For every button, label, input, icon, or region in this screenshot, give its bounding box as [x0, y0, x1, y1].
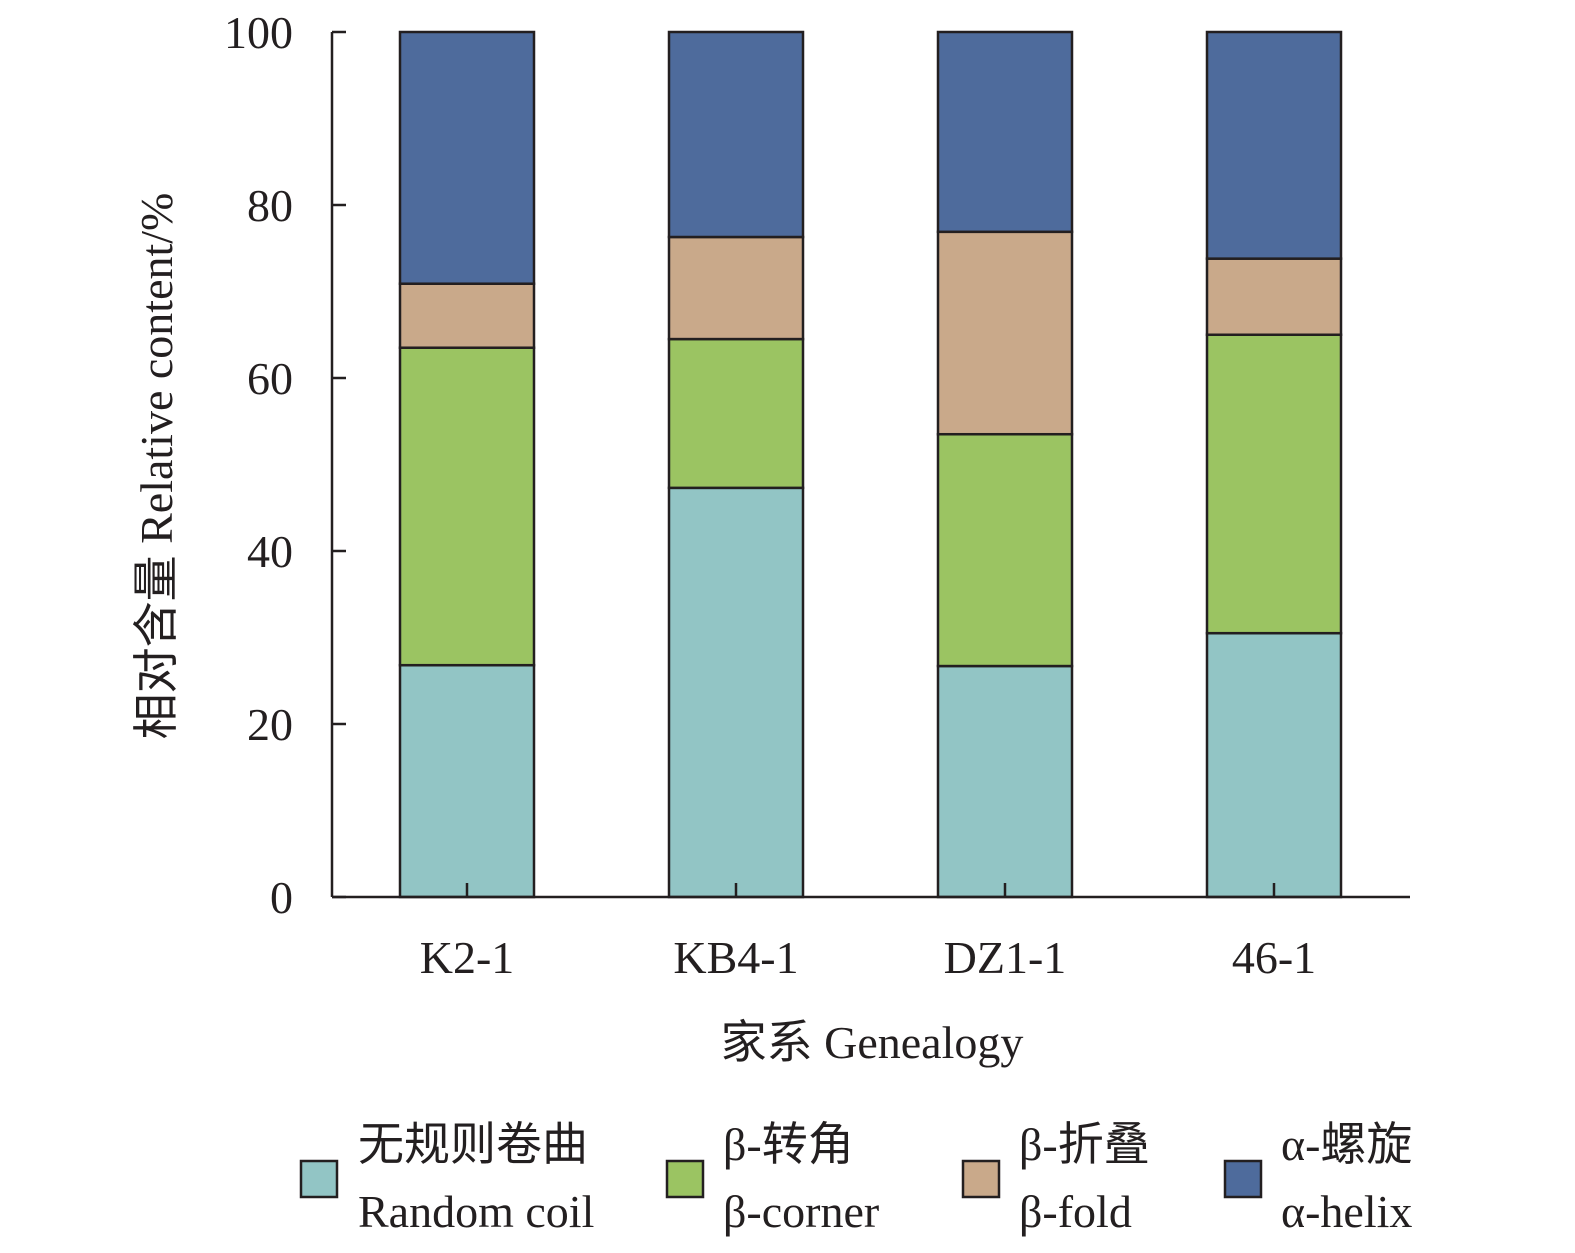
bar-segment-KB4-1-1 [667, 486, 805, 899]
bar-segment-46-1-2 [1205, 333, 1343, 635]
y-tick-labels: 0 20 40 60 80 100 [224, 7, 293, 923]
bar-segment-KB4-1-4 [667, 30, 805, 239]
legend-label-cn-3: β-折叠 [1019, 1119, 1150, 1170]
x-tick-label: KB4-1 [673, 932, 798, 983]
bar-segment-K2-1-4 [398, 30, 536, 285]
bars-layer [398, 30, 1343, 899]
bar-segment-46-1-3 [1205, 257, 1343, 337]
bar-segment-DZ1-1-4 [936, 30, 1074, 234]
axes-layer [330, 30, 1410, 899]
legend-label-en-3: β-fold [1019, 1186, 1132, 1237]
legend-swatch-4 [1223, 1159, 1263, 1199]
x-axis-title: 家系 Genealogy [721, 1017, 1024, 1068]
legend-label-en-1: Random coil [358, 1186, 594, 1237]
legend-label-cn-2: β-转角 [723, 1119, 854, 1170]
bar-segment-DZ1-1-1 [936, 664, 1074, 899]
legend-swatch-2 [665, 1159, 705, 1199]
legend-swatch-1 [299, 1159, 339, 1199]
bar-segment-46-1-1 [1205, 631, 1343, 899]
bar-segment-K2-1-1 [398, 663, 536, 899]
y-tick-label: 20 [247, 699, 293, 750]
legend-label-en-4: α-helix [1281, 1186, 1412, 1237]
bar-segment-K2-1-2 [398, 346, 536, 667]
x-tick-label: K2-1 [420, 932, 515, 983]
bar-segment-KB4-1-2 [667, 337, 805, 490]
y-tick-label: 100 [224, 7, 293, 58]
y-tick-label: 60 [247, 353, 293, 404]
y-tick-label: 80 [247, 180, 293, 231]
x-tick-label: 46-1 [1232, 932, 1316, 983]
legend: 无规则卷曲 Random coil β-转角 β-corner β-折叠 β-fold α-… [299, 1119, 1412, 1237]
y-tick-label: 0 [270, 872, 293, 923]
x-tick-label: DZ1-1 [944, 932, 1067, 983]
bar-segment-46-1-4 [1205, 30, 1343, 260]
y-axis-title: 相对含量 Relative content/% [131, 193, 182, 740]
bar-segment-K2-1-3 [398, 282, 536, 349]
legend-label-cn-4: α-螺旋 [1281, 1119, 1412, 1170]
legend-swatch-3 [961, 1159, 1001, 1199]
x-tick-labels: K2-1 KB4-1 DZ1-1 46-1 [420, 932, 1316, 983]
y-tick-label: 40 [247, 526, 293, 577]
legend-label-en-2: β-corner [723, 1186, 879, 1237]
bar-segment-DZ1-1-2 [936, 432, 1074, 668]
legend-label-cn-1: 无规则卷曲 [358, 1119, 588, 1170]
bar-segment-KB4-1-3 [667, 235, 805, 341]
bar-segment-DZ1-1-3 [936, 230, 1074, 436]
